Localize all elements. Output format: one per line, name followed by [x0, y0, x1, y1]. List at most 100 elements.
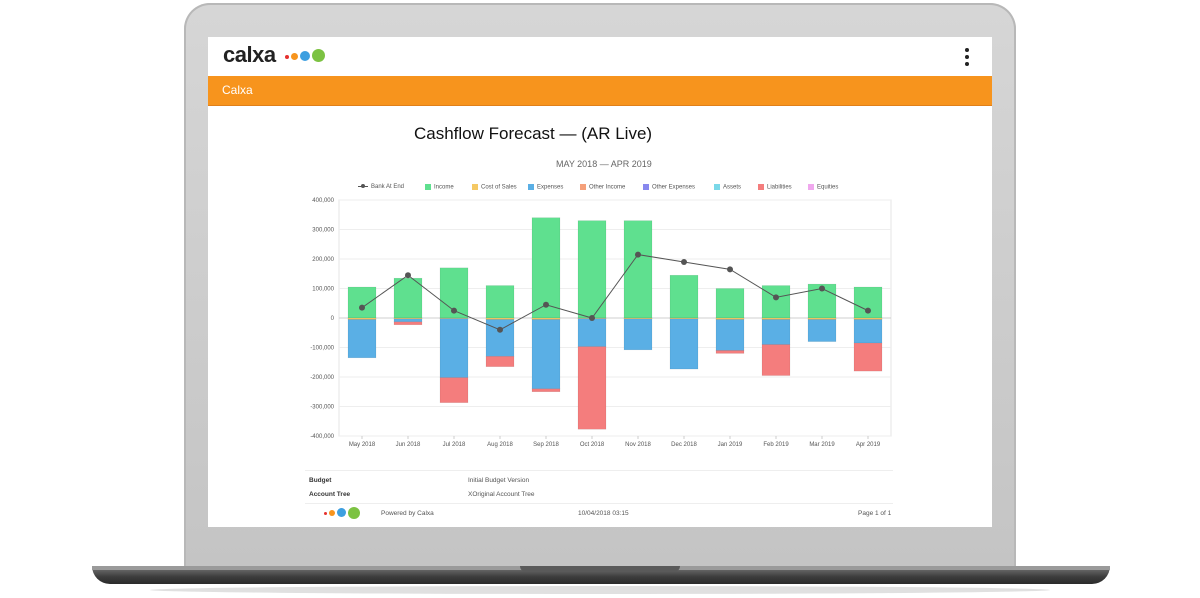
x-tick-label: Apr 2019	[856, 442, 881, 448]
x-tick-label: Dec 2018	[671, 442, 697, 448]
laptop-shadow	[150, 586, 1050, 594]
logo-dot-blue	[300, 51, 310, 61]
bar-liabilities	[577, 346, 607, 430]
legend-label: Other Expenses	[652, 184, 696, 191]
report-timestamp: 10/04/2018 03:15	[578, 510, 629, 517]
legend-item-expenses[interactable]: Expenses	[528, 184, 563, 191]
y-tick-label: -400,000	[310, 434, 334, 440]
x-tick-label: Jul 2018	[443, 442, 466, 448]
page-number: Page 1 of 1	[858, 510, 892, 517]
legend-swatch	[808, 184, 814, 190]
legend-label: Cost of Sales	[481, 184, 517, 191]
legend-swatch	[425, 184, 431, 190]
bar-expenses	[531, 319, 561, 390]
legend-swatch	[714, 184, 720, 190]
legend-swatch	[472, 184, 478, 190]
bank-at-end-point	[727, 266, 733, 273]
bar-expenses	[439, 318, 469, 378]
account-tree-label: Account Tree	[309, 491, 351, 498]
legend-item-income[interactable]: Income	[425, 184, 454, 191]
bar-income	[715, 288, 745, 319]
logo-dot-red	[285, 55, 289, 59]
bar-income	[623, 220, 653, 319]
footer-dot-blue	[337, 508, 346, 517]
kebab-menu-icon[interactable]	[960, 47, 974, 67]
app-bar-title: Calxa	[222, 83, 253, 97]
bar-income	[761, 285, 791, 319]
powered-by: Powered by Calxa	[381, 510, 434, 517]
x-tick-label: Feb 2019	[763, 442, 789, 448]
legend-label: Income	[434, 184, 454, 191]
legend-item-liabilities[interactable]: Liabilities	[758, 184, 792, 191]
y-tick-label: 400,000	[312, 198, 334, 204]
calxa-logo[interactable]: calxa	[223, 42, 276, 67]
legend-label: Liabilities	[767, 184, 792, 191]
bank-at-end-point	[543, 301, 549, 308]
legend-label: Expenses	[537, 184, 564, 191]
legend-swatch	[580, 184, 586, 190]
footer-dot-red	[324, 512, 327, 515]
bar-expenses	[761, 319, 791, 345]
bar-liabilities	[531, 388, 561, 392]
bar-income	[531, 217, 561, 319]
bar-expenses	[853, 319, 883, 344]
bar-liabilities	[485, 356, 515, 367]
bar-income	[577, 220, 607, 319]
account-tree-value: XOriginal Account Tree	[468, 491, 535, 498]
page-footer: Powered by Calxa 10/04/2018 03:15 Page 1…	[208, 507, 992, 523]
x-tick-label: Aug 2018	[487, 442, 513, 448]
x-tick-label: Nov 2018	[625, 442, 651, 448]
bar-expenses	[577, 318, 607, 347]
legend-item-assets[interactable]: Assets	[714, 184, 741, 191]
bar-income	[393, 277, 423, 319]
y-tick-label: 300,000	[312, 228, 334, 234]
report-title: Cashflow Forecast — (AR Live)	[414, 124, 653, 143]
y-tick-label: -100,000	[310, 346, 334, 352]
footer-dot-orange	[329, 510, 335, 516]
legend-swatch	[528, 184, 534, 190]
legend-item-other-income[interactable]: Other Income	[580, 184, 625, 191]
bar-expenses	[715, 319, 745, 351]
bank-at-end-point	[773, 294, 779, 301]
logo-dot-orange	[291, 53, 298, 60]
bar-expenses	[807, 319, 837, 342]
bank-at-end-point	[497, 326, 503, 333]
budget-value: Initial Budget Version	[468, 477, 530, 484]
bank-at-end-point	[405, 272, 411, 279]
x-tick-label: Jan 2019	[718, 442, 743, 448]
bar-income	[485, 285, 515, 319]
bank-at-end-point	[681, 258, 687, 265]
bar-expenses	[347, 319, 377, 359]
report-subtitle: MAY 2018 — APR 2019	[556, 159, 652, 169]
legend-item-cost-of-sales[interactable]: Cost of Sales	[472, 184, 517, 191]
app-title-bar: Calxa	[208, 76, 992, 106]
bar-income	[347, 286, 377, 319]
bar-expenses	[669, 318, 699, 370]
y-tick-label: -200,000	[310, 375, 334, 381]
bank-at-end-point	[589, 315, 595, 321]
legend-swatch	[643, 184, 649, 190]
laptop-notch	[520, 566, 680, 572]
bar-liabilities	[439, 377, 469, 403]
bar-liabilities	[761, 344, 791, 376]
app-header: calxa	[208, 37, 992, 76]
laptop-screen: calxa Calxa Cashflow Forecast — (AR Live…	[208, 37, 992, 527]
legend-item-bank-at-end[interactable]: Bank At End	[358, 183, 405, 190]
y-tick-label: -300,000	[310, 405, 334, 411]
bar-expenses	[623, 318, 653, 351]
budget-label: Budget	[309, 477, 332, 484]
y-tick-label: 0	[331, 316, 335, 322]
bank-at-end-point	[635, 251, 641, 258]
bank-at-end-point	[451, 307, 457, 314]
legend-swatch	[758, 184, 764, 190]
bar-liabilities	[393, 321, 423, 326]
legend-item-equities[interactable]: Equities	[808, 184, 838, 191]
bar-income	[669, 274, 699, 319]
bar-expenses	[393, 318, 423, 323]
x-tick-label: Sep 2018	[533, 442, 559, 448]
legend-item-other-expenses[interactable]: Other Expenses	[643, 184, 695, 191]
bar-liabilities	[853, 342, 883, 372]
legend-label: Bank At End	[371, 184, 405, 190]
x-tick-label: Mar 2019	[809, 442, 835, 448]
bank-at-end-point	[865, 307, 871, 314]
